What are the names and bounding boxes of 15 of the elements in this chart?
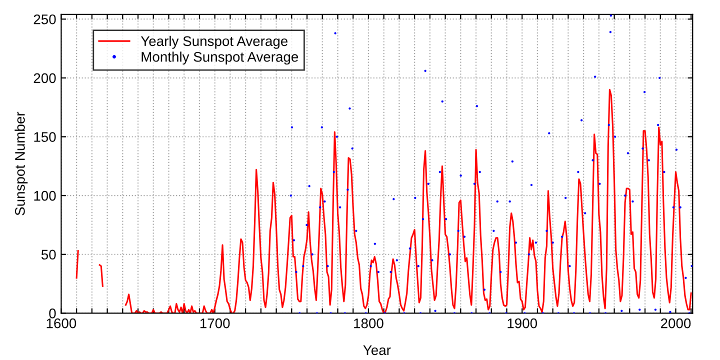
- x-axis-title: Year: [363, 345, 391, 356]
- y-tick-label: 150: [34, 132, 56, 142]
- x-tick-label: 1800: [354, 318, 384, 328]
- y-tick-label: 200: [34, 73, 56, 84]
- x-tick-label: 2000: [660, 318, 691, 328]
- x-tick-label: 1900: [508, 318, 538, 328]
- legend-label: Monthly Sunspot Average: [142, 52, 298, 65]
- y-axis-title: Sunspot Number: [14, 112, 28, 216]
- y-tick-label: 50: [41, 250, 56, 260]
- y-tick-label: 100: [34, 190, 56, 201]
- y-tick-label: 250: [34, 14, 56, 24]
- x-tick-label: 1700: [200, 318, 230, 328]
- y-tick-label: 0: [49, 308, 56, 318]
- x-tick-label: 1600: [46, 318, 76, 328]
- legend-label: Yearly Sunspot Average: [140, 36, 288, 49]
